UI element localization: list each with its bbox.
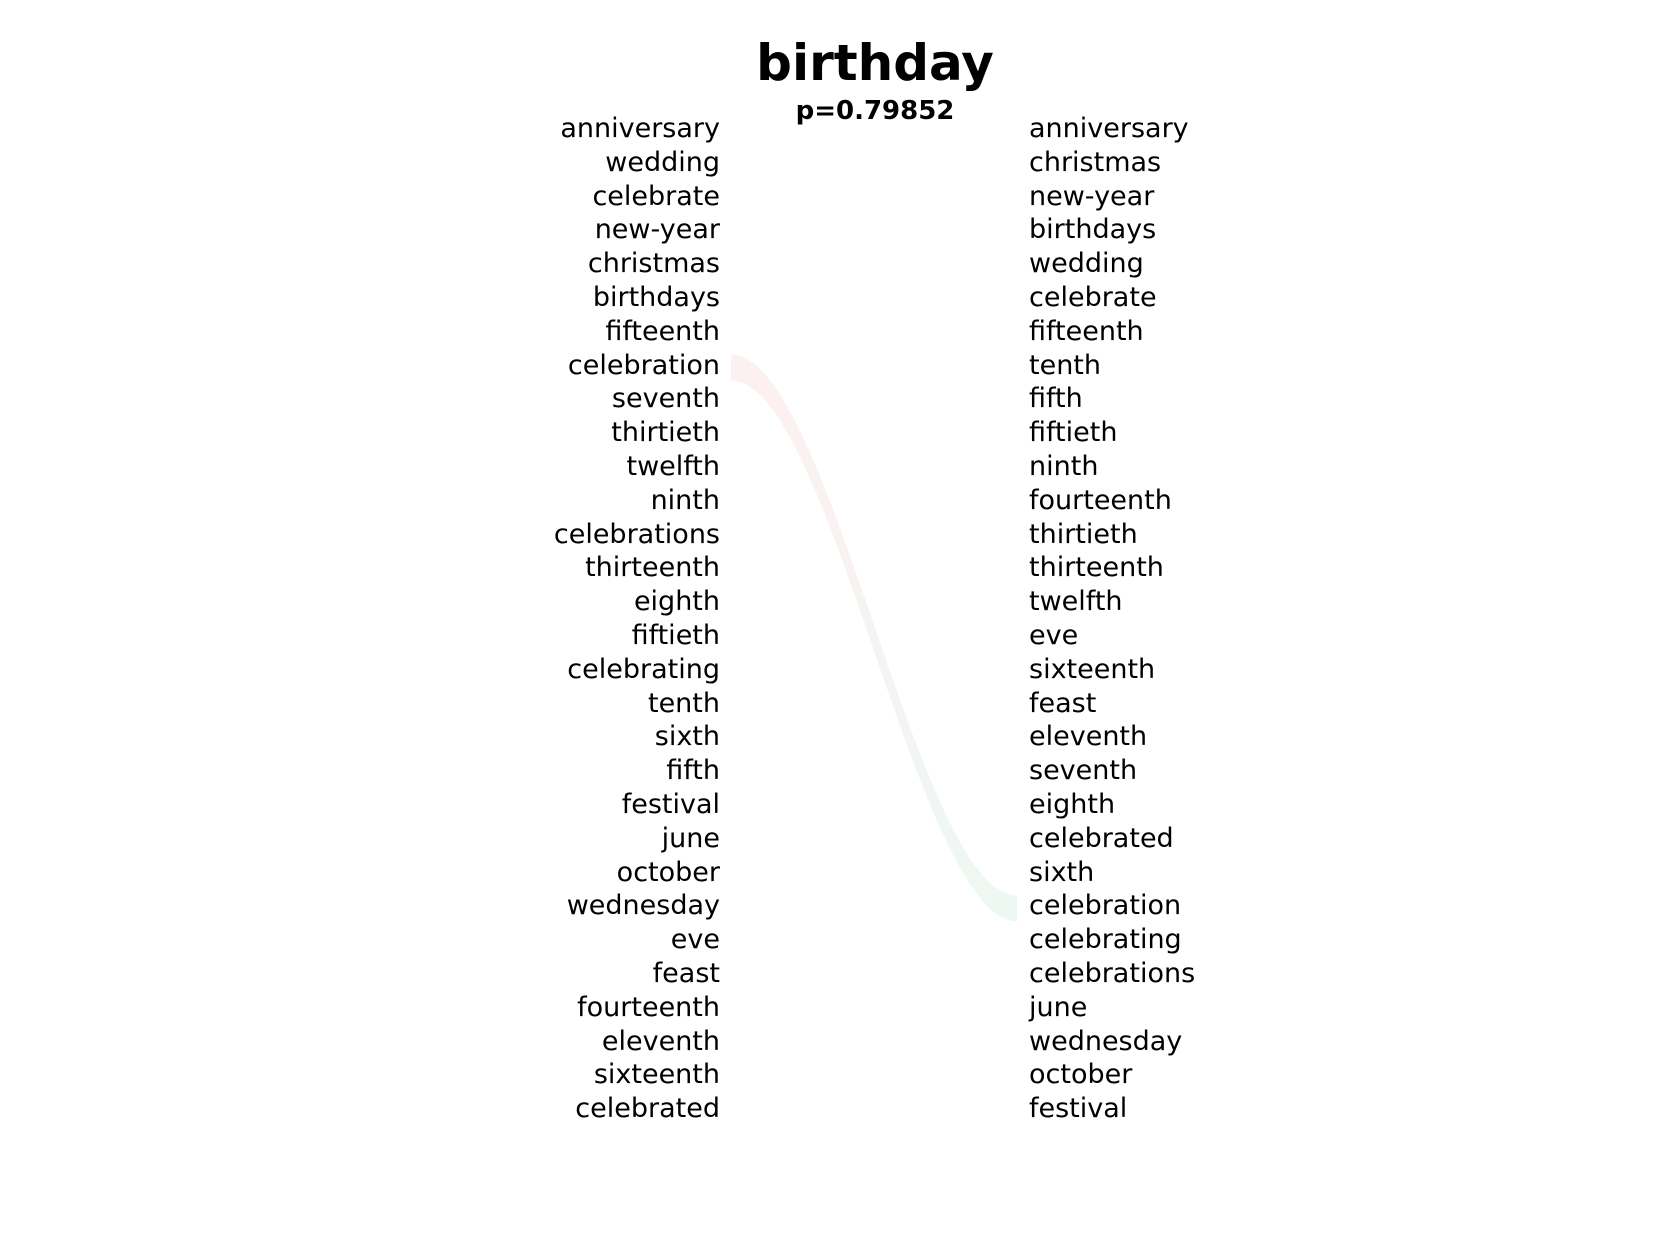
right-word-18: feast xyxy=(1029,687,1097,719)
left-word-8: celebration xyxy=(567,349,720,381)
right-word-12: fourteenth xyxy=(1029,484,1172,516)
left-word-26: feast xyxy=(652,957,720,989)
right-word-29: october xyxy=(1029,1059,1133,1091)
left-word-28: eleventh xyxy=(601,1025,720,1057)
left-word-5: christmas xyxy=(587,248,720,280)
right-word-21: eighth xyxy=(1029,788,1116,820)
right-word-22: celebrated xyxy=(1029,822,1174,854)
left-word-19: sixth xyxy=(654,721,720,753)
right-word-7: fifteenth xyxy=(1029,315,1144,347)
right-word-13: thirtieth xyxy=(1029,518,1138,550)
left-word-15: eighth xyxy=(633,586,720,618)
right-word-14: thirteenth xyxy=(1029,552,1164,584)
right-word-4: birthdays xyxy=(1029,214,1157,246)
right-word-30: festival xyxy=(1029,1093,1128,1125)
left-word-3: celebrate xyxy=(592,180,720,212)
left-word-24: wednesday xyxy=(566,890,720,922)
right-word-6: celebrate xyxy=(1029,281,1157,313)
left-word-23: october xyxy=(616,856,720,888)
left-word-12: ninth xyxy=(650,484,720,516)
right-word-23: sixth xyxy=(1029,856,1095,888)
right-word-25: celebrating xyxy=(1029,924,1182,956)
left-word-30: celebrated xyxy=(575,1093,720,1125)
left-word-9: seventh xyxy=(611,383,720,415)
left-word-16: fiftieth xyxy=(631,619,720,651)
right-ranking-list: anniversary christmas new-year birthdays wed… xyxy=(1029,112,1195,1126)
left-word-10: thirtieth xyxy=(611,417,720,449)
left-word-6: birthdays xyxy=(592,281,720,313)
left-word-29: sixteenth xyxy=(593,1059,720,1091)
diagram-subtitle: p=0.79852 xyxy=(795,96,955,126)
right-word-17: sixteenth xyxy=(1029,653,1156,685)
right-word-24: celebration xyxy=(1029,890,1182,922)
right-word-27: june xyxy=(1029,991,1088,1023)
left-word-7: fifteenth xyxy=(605,315,720,347)
right-word-28: wednesday xyxy=(1029,1025,1183,1057)
left-word-20: fifth xyxy=(666,755,720,787)
left-word-22: june xyxy=(661,822,720,854)
left-word-11: twelfth xyxy=(626,450,720,482)
left-word-4: new-year xyxy=(594,214,720,246)
right-word-19: eleventh xyxy=(1029,721,1148,753)
right-word-10: fiftieth xyxy=(1029,417,1118,449)
left-word-13: celebrations xyxy=(553,518,720,550)
left-word-27: fourteenth xyxy=(577,991,720,1023)
right-word-16: eve xyxy=(1029,619,1079,651)
right-word-1: anniversary xyxy=(1029,113,1189,144)
right-word-3: new-year xyxy=(1029,180,1155,212)
rank-link-celebration xyxy=(731,354,1017,922)
left-word-17: celebrating xyxy=(567,653,720,685)
left-word-25: eve xyxy=(670,924,720,956)
left-word-2: wedding xyxy=(605,146,720,178)
right-word-15: twelfth xyxy=(1029,586,1123,618)
right-word-26: celebrations xyxy=(1029,957,1196,989)
left-word-1: anniversary xyxy=(560,113,720,144)
diagram-title: birthday xyxy=(756,34,994,92)
right-word-9: fifth xyxy=(1029,383,1083,415)
right-word-8: tenth xyxy=(1029,349,1102,381)
right-word-2: christmas xyxy=(1029,146,1162,178)
left-word-18: tenth xyxy=(647,687,720,719)
right-word-5: wedding xyxy=(1029,248,1144,280)
left-word-21: festival xyxy=(621,788,720,820)
left-ranking-list: anniversary wedding celebrate new-year chris… xyxy=(554,112,720,1126)
left-word-14: thirteenth xyxy=(585,552,720,584)
right-word-20: seventh xyxy=(1029,755,1138,787)
right-word-11: ninth xyxy=(1029,450,1099,482)
